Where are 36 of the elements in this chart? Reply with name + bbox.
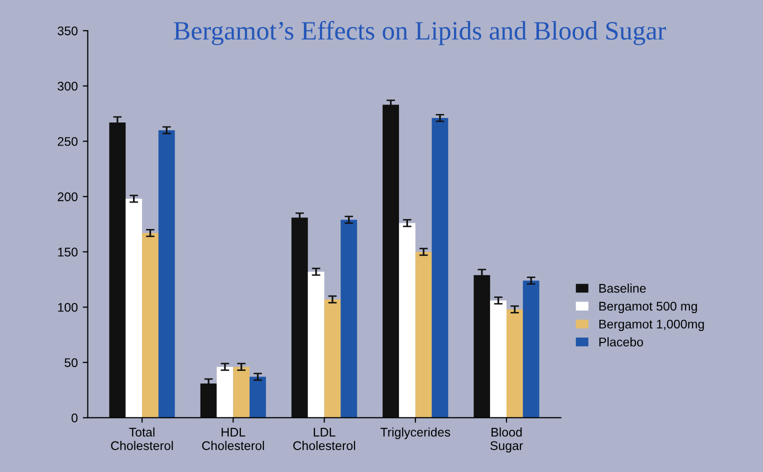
x-tick-label: Blood Sugar (490, 427, 523, 453)
bar (324, 299, 341, 418)
chart-title: Bergamot’s Effects on Lipids and Blood Sugar (174, 20, 666, 46)
y-tick-label: 50 (64, 358, 78, 368)
x-tick-label: LDL Cholesterol (293, 428, 356, 450)
y-tick-label: 250 (58, 137, 78, 146)
x-tick-label: HDL Cholesterol (202, 428, 264, 450)
bar (233, 366, 250, 418)
bar (142, 233, 158, 418)
bar (490, 300, 506, 418)
x-tick-label: Total Cholesterol (111, 427, 173, 450)
legend-label: Baseline (599, 284, 646, 293)
y-tick-label: 350 (58, 26, 78, 36)
y-tick-label: 200 (58, 192, 78, 202)
bar (432, 118, 448, 418)
y-tick-label: 300 (58, 82, 78, 91)
bar (158, 130, 175, 418)
bar (506, 309, 523, 418)
bar (200, 383, 217, 418)
x-tick-label: Triglycerides (380, 427, 450, 440)
bar (382, 104, 399, 418)
bar (126, 198, 142, 418)
legend-label: Bergamot 1,000mg (599, 320, 704, 332)
legend-label: Placebo (599, 337, 644, 346)
bar (216, 366, 234, 418)
bar (340, 220, 358, 418)
bar (291, 218, 308, 418)
bar (308, 272, 324, 418)
legend-label: Bergamot 500 mg (599, 302, 697, 314)
y-tick-label: 100 (58, 302, 78, 312)
bar (522, 280, 540, 418)
bar (415, 252, 432, 418)
y-tick-label: 150 (58, 248, 78, 256)
y-tick-label: 0 (72, 414, 78, 422)
bar (250, 376, 266, 418)
bar (398, 223, 416, 418)
